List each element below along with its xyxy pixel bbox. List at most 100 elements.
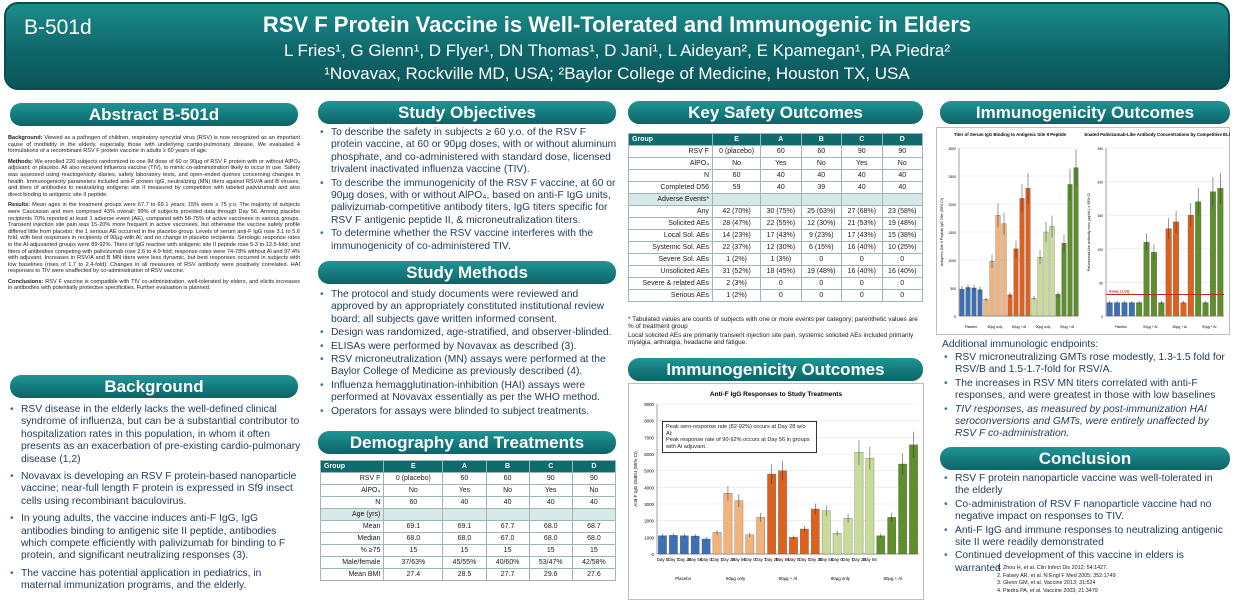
table-cell: Yes — [760, 157, 802, 170]
y-tick-label: 2000 — [644, 519, 654, 524]
table-cell: 45/55% — [442, 556, 487, 569]
bar — [1031, 297, 1037, 317]
table-cell: 23 (58%) — [881, 205, 923, 218]
bar — [887, 517, 897, 555]
y-tick-label: 200 — [1097, 181, 1103, 185]
table-cell: 0 — [760, 277, 802, 290]
table-cell: RSV F — [319, 472, 385, 485]
x-tick-label: Day 56 — [732, 557, 746, 562]
table-cell: Yes — [442, 484, 487, 497]
table-cell: 40 — [841, 181, 883, 194]
table-cell: 6 (15%) — [800, 241, 843, 254]
table-cell: 0 (placebo) — [383, 472, 444, 485]
table-cell: 22 (55%) — [760, 217, 802, 230]
table-cell: 40 — [442, 496, 487, 509]
table-row: Median 68.0 68.0 67.0 68.0 68.0 — [319, 532, 617, 545]
list-item: Operators for assays were blinded to sub… — [318, 406, 618, 419]
x-tick-label: Day 56 — [819, 557, 833, 562]
table-cell: 0 — [841, 289, 883, 302]
y-tick-label: 0 — [652, 552, 655, 557]
table-cell: 40 — [881, 169, 923, 182]
table-cell: Unsolicited AEs — [627, 265, 714, 278]
table-cell: 22 (37%) — [712, 241, 762, 254]
table-cell: Serious AEs — [627, 289, 714, 302]
bar — [1049, 226, 1055, 317]
bar — [909, 444, 918, 555]
table-cell: Completed D56 — [627, 181, 714, 194]
table-row: Solicited AEs 28 (47%) 22 (55%) 12 (30%) 21 … — [627, 217, 923, 230]
list-item: RSV microneutralization (MN) assays were… — [318, 354, 618, 379]
bar — [865, 458, 875, 555]
bar — [734, 500, 744, 555]
bar — [701, 538, 711, 555]
bar — [723, 493, 733, 555]
table-cell: Severe & related AEs — [627, 277, 714, 290]
table-cell: 0 — [881, 253, 923, 266]
table-header-cell: E — [712, 133, 762, 146]
group-label: 90µg only — [1036, 325, 1051, 329]
table-row: Mean BMI 27.4 28.5 27.7 29.6 27.6 — [319, 568, 617, 581]
group-label: 60µg only — [988, 325, 1003, 329]
bar — [821, 510, 831, 555]
table-cell: 31 (52%) — [712, 265, 762, 278]
table-cell: 40/60% — [485, 556, 530, 569]
table-cell: 68.7 — [571, 520, 617, 533]
table-cell — [800, 193, 843, 206]
bar — [854, 452, 864, 555]
poster-title: RSV F Protein Vaccine is Well-Tolerated … — [262, 12, 972, 37]
x-tick-label: Day 7 — [668, 557, 680, 562]
table-cell: 40 — [528, 496, 573, 509]
table-cell: 40 — [760, 181, 802, 194]
table-cell — [442, 508, 487, 521]
table-header-cell: A — [442, 460, 487, 473]
title-banner: B-501d RSV F Protein Vaccine is Well-Tol… — [4, 2, 1230, 90]
table-cell: 42/58% — [571, 556, 617, 569]
group-label: 90µg only — [831, 576, 851, 581]
list-item: The vaccine has potential application in… — [8, 568, 303, 593]
table-header-cell: D — [881, 133, 923, 146]
table-cell: 0 — [760, 289, 802, 302]
table-cell: 16 (40%) — [881, 265, 923, 278]
table-row: Unsolicited AEs 31 (52%) 18 (45%) 19 (48%) 1… — [627, 265, 923, 278]
table-row: Severe Sol. AEs 1 (2%) 1 (3%) 0 0 0 — [627, 253, 923, 266]
abstract-paragraph: Background: Viewed as a pathogen of chil… — [8, 135, 300, 155]
table-cell — [712, 193, 762, 206]
bar — [1180, 302, 1187, 317]
x-tick-label: Day 56 — [863, 557, 877, 562]
group-label: 60µg + Al — [1173, 325, 1188, 329]
table-cell: 68.0 — [528, 532, 573, 545]
y-tick-label: 1000 — [644, 535, 654, 540]
references: 1. Zhou H, et al. Clin Infect Dis 2012; … — [997, 565, 1116, 595]
objectives-heading: Study Objectives — [318, 101, 616, 124]
table-cell: 69.1 — [383, 520, 444, 533]
reference-item: 4. Piedra PA, et al. Vaccine 2003; 21:34… — [997, 587, 1098, 594]
table-cell: 16 (40%) — [841, 241, 883, 254]
x-tick-label: Day 28 — [852, 557, 866, 562]
site-ii-peptide-chart-svg: Titer of Serum IgG Binding to Antigenic … — [940, 132, 1079, 329]
table-cell: 29.6 — [528, 568, 573, 581]
list-item: TIV responses, as measured by post-immun… — [942, 404, 1229, 441]
table-cell: AlPO₄ — [627, 157, 714, 170]
table-cell: 15 — [383, 544, 444, 557]
table-cell: 68.0 — [528, 520, 573, 533]
bar — [1067, 184, 1073, 317]
table-cell: 0 — [800, 253, 843, 266]
table-cell: 27.7 — [485, 568, 530, 581]
table-cell: Yes — [841, 157, 883, 170]
chart-title: Anti-F IgG Responses to Study Treatments — [710, 391, 843, 398]
table-cell: No — [800, 157, 843, 170]
table-cell: 27.4 — [383, 568, 444, 581]
bar — [832, 533, 842, 555]
y-tick-label: 3000 — [948, 147, 956, 151]
table-cell: 0 — [800, 289, 843, 302]
table-cell: 28 (47%) — [712, 217, 762, 230]
table-cell: No — [712, 157, 762, 170]
table-cell: 68.0 — [442, 532, 487, 545]
additional-endpoints-title: Additional immunologic endpoints: — [942, 339, 1099, 350]
table-cell: 90 — [571, 472, 617, 485]
table-cell: 16 (40%) — [841, 265, 883, 278]
group-label: Placebo — [675, 576, 691, 581]
group-label: 60µg + Al — [1012, 325, 1027, 329]
y-tick-label: 150 — [1097, 214, 1103, 218]
